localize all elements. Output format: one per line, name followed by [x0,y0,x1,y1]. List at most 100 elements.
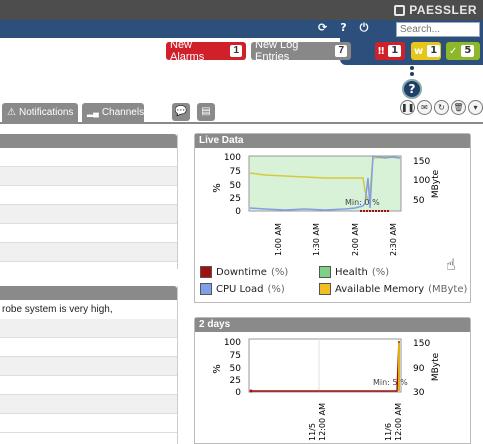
list-item [0,376,177,395]
legend-label: CPU Load [216,283,264,295]
new-log-count: 7 [335,45,347,57]
new-alarms-count: 1 [230,45,242,57]
tab-channels[interactable]: ▂▄ Channels [82,103,144,122]
warning-icon: ⚠ [7,107,16,118]
legend-label: Downtime [216,266,267,278]
y-tick-50: 50 [230,181,242,191]
warning-message: robe system is very high, [2,304,113,315]
y-tick-100: 100 [224,338,241,348]
comments-icon[interactable]: 💬 [172,103,190,121]
y-tick-0: 0 [235,207,241,217]
mail-icon[interactable]: ✉ [417,100,432,115]
legend-downtime[interactable]: Downtime (%) [200,266,288,278]
legend-unit: (%) [270,266,289,278]
downtime-line [250,340,400,392]
y-axis-label: % [212,364,223,374]
new-log-entries-button[interactable]: New Log Entries 7 [251,39,351,63]
check-icon: ✓ [449,45,458,57]
legend-unit: (%) [371,266,390,278]
new-alarms-button[interactable]: New Alarms 1 [166,39,246,63]
left-panel-header [0,286,177,300]
live-data-chart[interactable]: 100 75 50 25 0 % 150 100 50 MByte Min: 0… [195,148,470,263]
min-label: Min: 0 % [345,198,380,207]
brand-name: PAESSLER [409,3,477,17]
x-tick-11-5-time: 12:00 AM [318,403,327,441]
list-item [0,224,177,243]
y-axis-label: % [212,183,223,193]
y2-axis-ticks: 150 100 50 [413,157,430,206]
x-tick-200am: 2:00 AM [351,223,360,256]
tab-notifications-label: Notifications [18,107,74,118]
legend-available-memory[interactable]: Available Memory (MByte) [319,283,467,295]
y2-tick-30: 30 [413,388,425,398]
legend-unit: (%) [267,283,285,295]
list-item [0,205,177,224]
search-input[interactable] [396,22,480,37]
cpu-load-line [249,155,401,211]
y2-tick-150: 150 [413,339,430,349]
pause-icon[interactable]: ❚❚ [400,100,415,115]
y2-tick-50: 50 [413,196,425,206]
status-warning-button[interactable]: w 1 [411,42,441,60]
list-item [0,338,177,357]
logout-icon[interactable]: ⏻ [359,21,369,34]
list-item [0,167,177,186]
delete-icon[interactable]: 🗑 [451,100,466,115]
dots-connector [410,66,414,78]
y-tick-100: 100 [224,153,241,163]
nav-icon-group: ⟳ ? ⏻ [318,21,368,35]
list-item [0,148,177,167]
data-point [249,389,253,393]
list-item [0,186,177,205]
x-axis-ticks: 1:00 AM 1:30 AM 2:00 AM 2:30 AM [274,223,398,256]
y2-axis-label: MByte [431,352,441,381]
top-header-bar: PAESSLER [0,0,483,20]
status-up-button[interactable]: ✓ 5 [446,42,480,60]
dropdown-icon[interactable]: ▾ [468,100,483,115]
x-tick-11-6-date: 11/6 [384,423,393,441]
y-tick-75: 75 [230,351,241,361]
status-up-count: 5 [461,45,475,57]
min-label: Min: 5 % [373,378,408,387]
warning-icon: w [414,45,424,57]
status-warning-count: 1 [427,45,441,57]
live-data-title: Live Data [195,134,470,148]
paessler-logo: PAESSLER [394,3,477,17]
x-tick-11-6-time: 12:00 AM [394,403,403,441]
legend-health[interactable]: Health (%) [319,266,389,278]
legend-unit: (MByte) [428,283,468,295]
list-item [0,243,177,262]
two-days-chart[interactable]: 100 75 50 25 0 % 150 90 30 MByte Min: 5 … [195,333,470,444]
legend-swatch [200,283,212,295]
logo-mark-icon [394,4,406,16]
tab-channels-label: Channels [101,107,145,118]
x-tick-100am: 1:00 AM [274,223,283,256]
down-icon: ‼ [378,45,385,57]
y2-tick-100: 100 [413,176,430,186]
main-nav-bar [0,20,483,38]
help-circle-icon[interactable]: ? [402,79,422,99]
help-icon[interactable]: ? [340,21,347,34]
x-tick-230am: 2:30 AM [389,223,398,256]
tab-notifications[interactable]: ⚠ Notifications [2,103,78,122]
list-item [0,395,177,414]
history-icon[interactable]: ▤ [197,103,215,121]
left-panel-top [0,134,178,269]
y2-tick-90: 90 [413,364,425,374]
status-down-count: 1 [388,45,402,57]
plot-area [248,155,402,212]
y-tick-25: 25 [230,376,241,386]
y-tick-0: 0 [235,388,241,398]
hand-cursor-icon: ☝ [446,255,456,274]
legend-swatch [319,283,331,295]
legend-cpu-load[interactable]: CPU Load (%) [200,283,285,295]
bars-icon: ▂▄ [87,108,99,117]
status-down-button[interactable]: ‼ 1 [375,42,405,60]
new-alarms-label: New Alarms [170,39,205,63]
y-tick-50: 50 [230,364,242,374]
x-tick-130am: 1:30 AM [312,223,321,256]
refresh-icon[interactable]: ⟳ [318,21,328,34]
y2-tick-150: 150 [413,157,430,167]
left-panel-bottom: robe system is very high, [0,286,178,444]
refresh-icon[interactable]: ↻ [434,100,449,115]
